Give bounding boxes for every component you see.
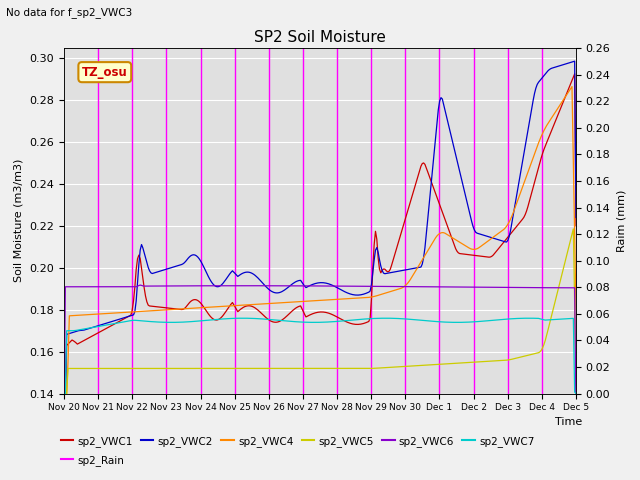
Title: SP2 Soil Moisture: SP2 Soil Moisture (254, 30, 386, 46)
Y-axis label: Raim (mm): Raim (mm) (616, 190, 626, 252)
Text: Time: Time (555, 417, 582, 427)
Text: TZ_osu: TZ_osu (82, 66, 127, 79)
Y-axis label: Soil Moisture (m3/m3): Soil Moisture (m3/m3) (14, 159, 24, 283)
Legend: sp2_Rain: sp2_Rain (56, 451, 128, 470)
Legend: sp2_VWC1, sp2_VWC2, sp2_VWC4, sp2_VWC5, sp2_VWC6, sp2_VWC7: sp2_VWC1, sp2_VWC2, sp2_VWC4, sp2_VWC5, … (56, 432, 539, 451)
Text: No data for f_sp2_VWC3: No data for f_sp2_VWC3 (6, 7, 132, 18)
